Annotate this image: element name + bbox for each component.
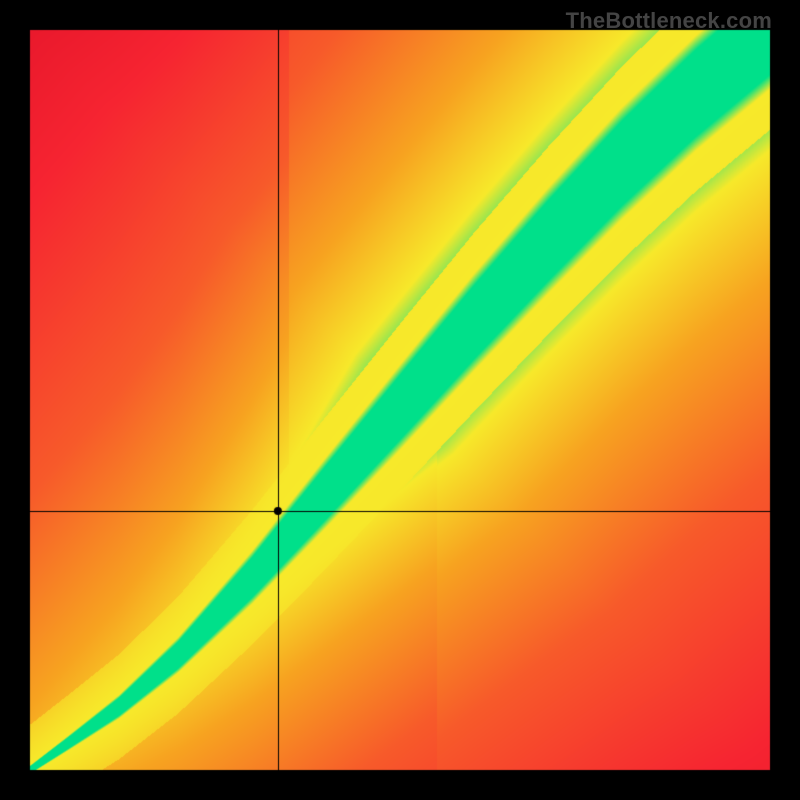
bottleneck-heatmap xyxy=(0,0,800,800)
chart-container: TheBottleneck.com xyxy=(0,0,800,800)
watermark: TheBottleneck.com xyxy=(566,8,772,34)
